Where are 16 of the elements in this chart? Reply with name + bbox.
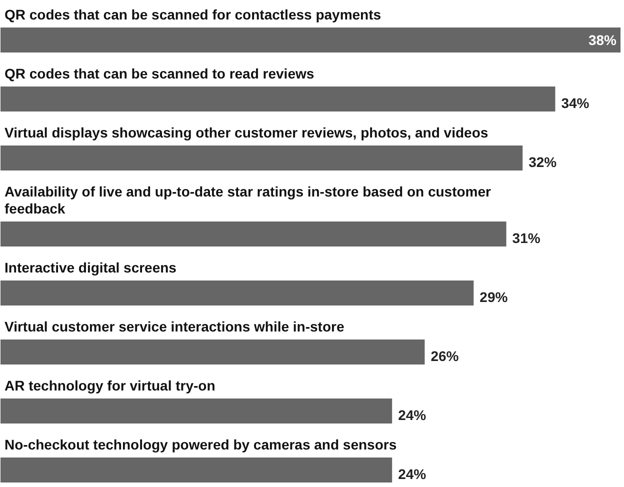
- data-label: 26%: [430, 348, 460, 364]
- data-label: 24%: [398, 407, 427, 423]
- y-tick-label: No-checkout technology powered by cameras and sensors: [4, 436, 397, 452]
- data-label: 31%: [512, 230, 541, 246]
- y-tick-label: Virtual customer service interactions while in-store: [4, 318, 344, 334]
- y-tick-label: Interactive digital screens: [4, 260, 177, 276]
- data-label: 34%: [561, 95, 590, 111]
- data-label: 29%: [480, 289, 508, 305]
- y-tick-label: Availability of live and up-to-date star ratings in-store based on customer feedback: [4, 184, 492, 216]
- data-label: 38%: [588, 32, 618, 48]
- y-tick-label: Virtual displays showcasing other customer reviews, photos, and videos: [4, 124, 488, 140]
- y-tick-label: QR codes that can be scanned to read reviews: [4, 66, 314, 82]
- data-label: 32%: [528, 154, 558, 170]
- data-label: 24%: [398, 466, 427, 482]
- y-tick-label: AR technology for virtual try-on: [4, 378, 216, 394]
- y-tick-label: QR codes that can be scanned for contactless payments: [4, 6, 382, 22]
